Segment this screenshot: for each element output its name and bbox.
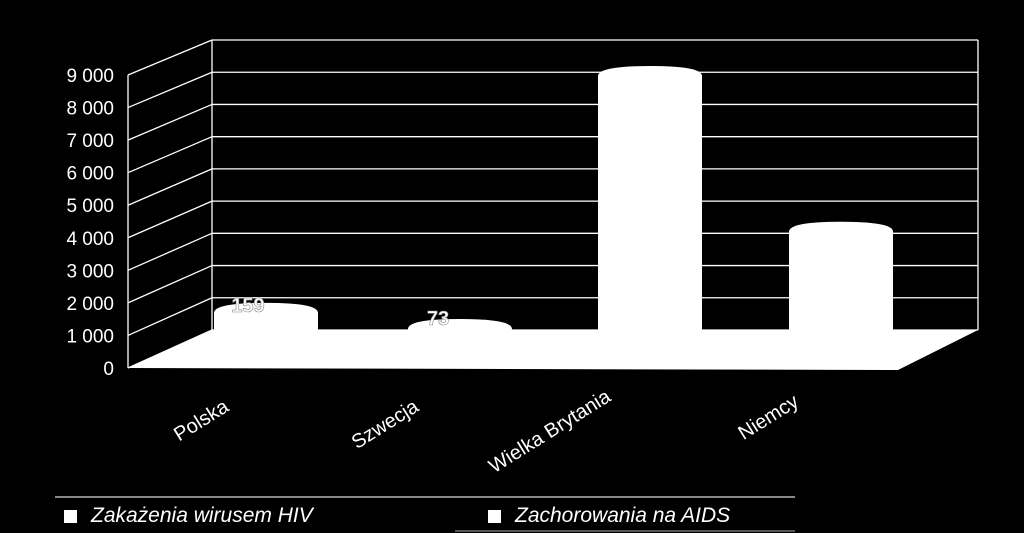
y-tick-label-1: 1 000: [66, 326, 114, 347]
floor-plane: [128, 330, 978, 370]
legend-item-aids: Zachorowania na AIDS: [488, 504, 730, 528]
legend-swatch-aids: [488, 509, 501, 523]
y-tick-label-0: 0: [103, 359, 114, 380]
data-label-0: 159: [231, 295, 264, 317]
grid-diagonal-8: [127, 71, 213, 109]
legend-divider: [55, 496, 795, 498]
legend-divider-bottom: [455, 530, 795, 532]
y-tick-label-6: 6 000: [66, 164, 114, 185]
data-label-1: 73: [427, 308, 449, 330]
y-tick-label-2: 2 000: [66, 294, 114, 315]
grid-diagonal-2: [127, 264, 213, 304]
y-tick-label-3: 3 000: [66, 261, 114, 282]
x-axis-category-labels: Polska Szwecja Wielka Brytania Niemcy: [170, 385, 803, 478]
legend-label-aids: Zachorowania na AIDS: [515, 504, 731, 527]
grid-diagonal-9: [127, 39, 213, 76]
legend-label-hiv: Zakażenia wirusem HIV: [91, 504, 313, 527]
bar-polska: [214, 302, 318, 345]
bar-wielka-brytania: [598, 65, 702, 345]
y-tick-label-7: 7 000: [66, 131, 114, 152]
legend: Zakażenia wirusem HIV Zachorowania na AI…: [60, 504, 960, 532]
grid-diagonal-4: [127, 200, 213, 239]
grid-diagonal-5: [127, 168, 213, 206]
x-tick-label-wielka-brytania: Wielka Brytania: [485, 385, 615, 478]
bars: [214, 65, 893, 345]
grid-diagonal-7: [127, 103, 213, 141]
grid-diagonal-6: [127, 136, 213, 174]
x-tick-label-niemcy: Niemcy: [734, 391, 802, 445]
chart-floor: [128, 330, 978, 370]
x-tick-label-szwecja: Szwecja: [348, 395, 424, 454]
y-tick-label-5: 5 000: [66, 196, 114, 217]
x-tick-label-polska: Polska: [170, 395, 233, 446]
grid-diagonal-3: [127, 232, 213, 271]
y-tick-label-4: 4 000: [66, 229, 114, 250]
bar-niemcy: [789, 221, 893, 345]
bar-szwecja: [408, 319, 512, 345]
y-tick-label-8: 8 000: [66, 99, 114, 120]
gridlines: [127, 39, 979, 369]
y-tick-label-9: 9 000: [66, 66, 114, 87]
legend-swatch-hiv: [64, 509, 77, 523]
legend-item-hiv: Zakażenia wirusem HIV: [64, 504, 313, 528]
data-labels: 159 73: [231, 295, 449, 331]
y-axis-tick-labels: 0 1 000 2 000 3 000 4 000 5 000 6 000 7 000 8 00…: [66, 66, 114, 380]
grid-diagonal-1: [127, 297, 213, 337]
